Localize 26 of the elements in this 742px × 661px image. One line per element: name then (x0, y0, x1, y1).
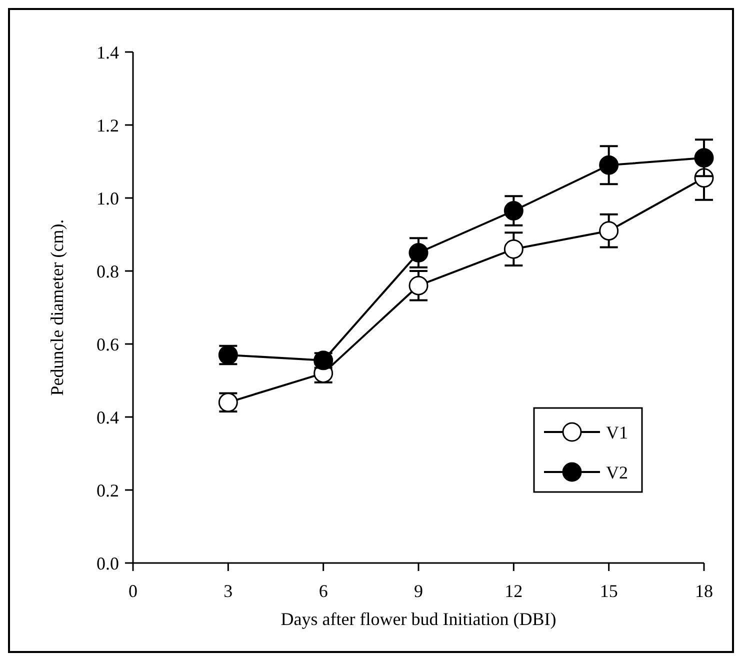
point (408, 243, 428, 262)
y-tick-label: 0.8 (96, 261, 119, 282)
y-tick-label: 1.0 (96, 188, 119, 208)
y-axis-title: Peduncle diameter (cm). (47, 219, 67, 396)
x-tick-label: 18 (695, 581, 713, 601)
point (599, 221, 619, 241)
y-tick-label: 1.2 (96, 115, 119, 136)
x-tick-label: 9 (414, 581, 423, 601)
point (408, 276, 428, 296)
legend-label: V2 (606, 462, 628, 482)
point (504, 201, 524, 221)
x-tick-label: 15 (600, 581, 618, 601)
point (504, 239, 524, 259)
legend-label: V1 (606, 422, 628, 442)
x-tick-label: 12 (504, 581, 523, 601)
y-tick-label: 0.0 (96, 553, 119, 574)
x-tick-label: 6 (318, 581, 328, 601)
point (694, 148, 714, 168)
y-tick-label: 0.4 (96, 407, 119, 428)
y-tick-label: 0.6 (96, 334, 119, 354)
x-tick-label: 0 (128, 581, 138, 601)
x-tick-label: 3 (224, 581, 233, 601)
y-tick-label: 1.4 (96, 42, 119, 62)
y-tick-label: 0.2 (96, 480, 119, 500)
point (599, 155, 619, 175)
x-axis-title: Days after flower bud Initiation (DBI) (280, 609, 556, 629)
